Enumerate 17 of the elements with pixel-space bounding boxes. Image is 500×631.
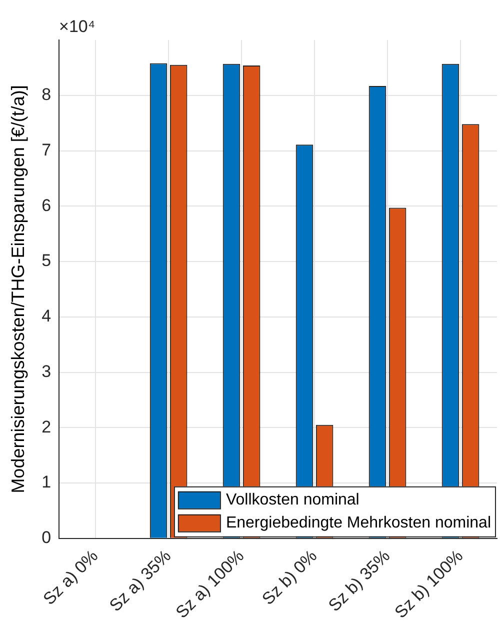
y-tick-label: 7 — [42, 140, 52, 160]
x-tick-label: Sz a) 35% — [106, 546, 175, 616]
legend-label: Vollkosten nominal — [226, 491, 360, 508]
y-tick-label: 5 — [42, 251, 52, 270]
y-tick-label: 2 — [42, 417, 52, 436]
text: ×10⁴ — [59, 17, 96, 36]
x-tick-label: Sz a) 0% — [39, 546, 102, 609]
y-axis-title: Modernisierungskosten/THG-Einsparungen [€/(t/a)] — [8, 85, 28, 494]
y-tick-label: 8 — [42, 85, 52, 104]
y-tick-label: 6 — [42, 196, 52, 215]
legend-label: Energiebedingte Mehrkosten nominal — [226, 514, 492, 532]
x-tick-label: Sz b) 35% — [324, 546, 394, 616]
y-tick-label: 1 — [42, 472, 52, 492]
y-tick-label: 0 — [42, 528, 52, 548]
y-tick-label: 4 — [42, 306, 52, 326]
y-tick-label: 3 — [42, 362, 52, 381]
x-tick-label: Sz b) 0% — [258, 546, 321, 609]
